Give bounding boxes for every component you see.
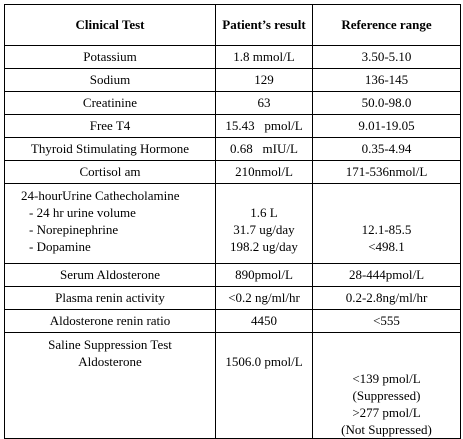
table-cell: <555 (312, 309, 461, 333)
table-cell: 0.35-4.94 (312, 137, 461, 161)
reference-line: >277 pmol/L (352, 405, 421, 420)
test-item-name: - Norepinephrine (29, 222, 119, 237)
table-cell: 1506.0 pmol/L (215, 332, 313, 439)
spacer (317, 353, 456, 370)
table-cell: 0.68 mIU/L (215, 137, 313, 161)
table-cell: 1.6 L 31.7 ug/day 198.2 ug/day (215, 183, 313, 264)
table-cell: 28-444pmol/L (312, 263, 461, 287)
table-row: Plasma renin activity <0.2 ng/ml/hr 0.2-2.… (4, 286, 461, 310)
table-cell: 129 (215, 68, 313, 92)
table-cell: 12.1-85.5 <498.1 (312, 183, 461, 264)
table-row: Saline Suppression Test Aldosterone 1506.0… (4, 332, 461, 439)
table-cell: Plasma renin activity (4, 286, 216, 310)
table-row: Sodium 129 136-145 (4, 68, 461, 92)
table-cell: 890pmol/L (215, 263, 313, 287)
test-name-line: Saline Suppression Test (48, 337, 172, 352)
table-cell: <0.2 ng/ml/hr (215, 286, 313, 310)
table-row: Aldosterone renin ratio 4450 <555 (4, 309, 461, 333)
spacer (317, 336, 456, 353)
table-row: Free T4 15.43 pmol/L 9.01-19.05 (4, 114, 461, 138)
reference-line: (Suppressed) (352, 388, 421, 403)
table-cell: Sodium (4, 68, 216, 92)
table-cell: Creatinine (4, 91, 216, 115)
test-item-result: 1.6 L (250, 205, 278, 220)
table-cell: Cortisol am (4, 160, 216, 184)
header-row: Clinical Test Patient’s result Reference… (4, 4, 461, 46)
test-group-title: 24-hourUrine Cathecholamine (21, 188, 180, 203)
table-cell: 15.43 pmol/L (215, 114, 313, 138)
table-cell: 1.8 mmol/L (215, 45, 313, 69)
test-item-reference: <498.1 (368, 239, 405, 254)
table-cell: Free T4 (4, 114, 216, 138)
table-cell: 50.0-98.0 (312, 91, 461, 115)
table-cell: Serum Aldosterone (4, 263, 216, 287)
spacer (220, 187, 308, 204)
table-cell: Thyroid Stimulating Hormone (4, 137, 216, 161)
test-name-line: Aldosterone (78, 354, 142, 369)
test-item-result: 31.7 ug/day (233, 222, 295, 237)
reference-line: (Not Suppressed) (341, 422, 432, 437)
table-cell: 0.2-2.8ng/ml/hr (312, 286, 461, 310)
table-row: 24-hourUrine Cathecholamine - 24 hr urine… (4, 183, 461, 264)
table-cell: 9.01-19.05 (312, 114, 461, 138)
table-body: Potassium 1.8 mmol/L 3.50-5.10 Sodium 129 136… (4, 45, 461, 439)
table-row: Serum Aldosterone 890pmol/L 28-444pmol/L (4, 263, 461, 287)
reference-line: <139 pmol/L (352, 371, 421, 386)
table-row: Potassium 1.8 mmol/L 3.50-5.10 (4, 45, 461, 69)
spacer (220, 336, 308, 353)
header-cell: Clinical Test (4, 4, 216, 46)
lab-table: Clinical Test Patient’s result Reference… (4, 4, 461, 439)
table-cell: 3.50-5.10 (312, 45, 461, 69)
table-cell: Potassium (4, 45, 216, 69)
test-result: 1506.0 pmol/L (225, 354, 303, 369)
header-cell: Reference range (312, 4, 461, 46)
table-cell: Saline Suppression Test Aldosterone (4, 332, 216, 439)
table-row: Creatinine 63 50.0-98.0 (4, 91, 461, 115)
table-cell: 171-536nmol/L (312, 160, 461, 184)
header-cell: Patient’s result (215, 4, 313, 46)
table-cell: <139 pmol/L (Suppressed) >277 pmol/L (Not S… (312, 332, 461, 439)
test-item-result: 198.2 ug/day (230, 239, 298, 254)
table-cell: 24-hourUrine Cathecholamine - 24 hr urine… (4, 183, 216, 264)
table-cell: 210nmol/L (215, 160, 313, 184)
table-cell: 4450 (215, 309, 313, 333)
test-item-reference: 12.1-85.5 (361, 222, 412, 237)
table-cell: Aldosterone renin ratio (4, 309, 216, 333)
table-cell: 136-145 (312, 68, 461, 92)
table-row: Cortisol am 210nmol/L 171-536nmol/L (4, 160, 461, 184)
test-item-name: - Dopamine (29, 239, 91, 254)
test-item-name: - 24 hr urine volume (29, 205, 136, 220)
spacer (317, 187, 456, 204)
table-cell: 63 (215, 91, 313, 115)
spacer (317, 204, 456, 221)
table-row: Thyroid Stimulating Hormone 0.68 mIU/L 0.3… (4, 137, 461, 161)
